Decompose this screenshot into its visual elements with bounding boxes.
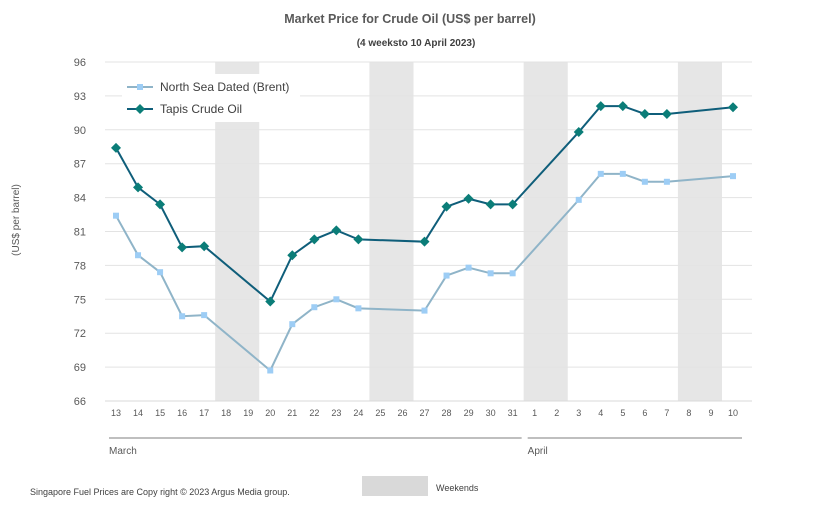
x-tick-label: 20 — [265, 408, 275, 418]
data-point-brent — [597, 170, 604, 177]
data-point-tapis — [617, 101, 628, 112]
data-point-brent — [333, 296, 340, 303]
data-point-tapis — [639, 108, 650, 119]
x-tick-label: 31 — [508, 408, 518, 418]
x-tick-label: 13 — [111, 408, 121, 418]
y-tick-label: 96 — [74, 57, 86, 69]
data-point-tapis — [111, 142, 121, 153]
x-tick-label: 19 — [243, 408, 253, 418]
x-tick-label: 29 — [464, 408, 474, 418]
x-tick-label: 4 — [598, 408, 603, 418]
x-tick-label: 14 — [133, 408, 143, 418]
data-point-tapis — [177, 242, 188, 253]
x-tick-label: 17 — [199, 408, 209, 418]
chart-subtitle: (4 weeksto 10 April 2023) — [357, 38, 476, 49]
y-tick-label: 90 — [74, 125, 86, 137]
x-tick-label: 28 — [442, 408, 452, 418]
data-point-tapis — [353, 234, 364, 245]
data-point-brent — [443, 272, 450, 279]
data-point-tapis — [485, 199, 496, 210]
data-point-brent — [311, 304, 318, 311]
x-tick-label: 30 — [486, 408, 496, 418]
data-point-brent — [641, 178, 648, 185]
y-tick-label: 87 — [74, 159, 86, 171]
data-point-brent — [157, 269, 164, 276]
data-point-brent — [355, 305, 362, 312]
data-point-brent — [730, 173, 736, 180]
data-point-brent — [421, 307, 428, 314]
x-tick-label: 22 — [309, 408, 319, 418]
data-point-tapis — [463, 193, 474, 204]
y-tick-label: 81 — [74, 227, 86, 239]
y-tick-label: 93 — [74, 91, 86, 103]
data-point-brent — [465, 264, 472, 271]
data-point-tapis — [331, 225, 342, 236]
x-tick-label: 5 — [620, 408, 625, 418]
data-point-tapis — [419, 236, 430, 247]
x-tick-label: 21 — [287, 408, 297, 418]
data-point-tapis — [441, 201, 452, 212]
data-point-brent — [289, 321, 296, 328]
x-tick-label: 9 — [708, 408, 713, 418]
month-label: April — [528, 446, 548, 457]
data-point-tapis — [287, 250, 298, 261]
data-point-brent — [509, 270, 516, 277]
weekends-legend-swatch — [362, 476, 428, 496]
series-line-brent — [115, 172, 734, 373]
x-tick-label: 8 — [686, 408, 691, 418]
y-tick-label: 69 — [74, 362, 86, 374]
data-point-brent — [201, 312, 208, 319]
legend: North Sea Dated (Brent) Tapis Crude Oil — [122, 74, 300, 122]
data-point-brent — [575, 196, 582, 203]
legend-tapis-label: Tapis Crude Oil — [160, 102, 242, 116]
x-tick-label: 1 — [532, 408, 537, 418]
month-label: March — [109, 446, 137, 457]
data-point-tapis — [309, 234, 320, 245]
x-tick-label: 25 — [375, 408, 385, 418]
data-point-tapis — [728, 102, 738, 113]
x-tick-label: 7 — [664, 408, 669, 418]
data-point-brent — [487, 270, 494, 277]
x-tick-label: 23 — [331, 408, 341, 418]
x-tick-label: 18 — [221, 408, 231, 418]
y-tick-label: 66 — [74, 396, 86, 408]
data-point-tapis — [265, 296, 276, 307]
data-point-brent — [267, 367, 274, 374]
x-tick-label: 3 — [576, 408, 581, 418]
data-point-brent — [663, 178, 670, 185]
y-axis-label: (US$ per barrel) — [11, 184, 22, 256]
data-point-brent — [619, 170, 626, 177]
data-point-brent — [179, 313, 186, 320]
y-tick-label: 84 — [74, 193, 86, 205]
data-point-tapis — [661, 108, 672, 119]
x-tick-label: 15 — [155, 408, 165, 418]
legend-brent-label: North Sea Dated (Brent) — [160, 80, 289, 94]
y-tick-label: 72 — [74, 328, 86, 340]
legend-tapis-marker — [135, 104, 145, 114]
data-point-brent — [113, 212, 119, 219]
data-point-tapis — [199, 241, 210, 252]
data-point-tapis — [507, 199, 518, 210]
chart-title: Market Price for Crude Oil (US$ per barr… — [284, 12, 535, 26]
x-tick-label: 27 — [419, 408, 429, 418]
y-tick-label: 75 — [74, 294, 86, 306]
y-tick-label: 78 — [74, 260, 86, 272]
x-tick-label: 16 — [177, 408, 187, 418]
data-point-tapis — [595, 101, 606, 112]
data-point-tapis — [155, 199, 166, 210]
series-line-tapis — [115, 105, 734, 304]
x-tick-label: 6 — [642, 408, 647, 418]
legend-brent-marker — [137, 84, 143, 90]
footer-copyright: Singapore Fuel Prices are Copy right © 2… — [30, 487, 290, 497]
x-tick-label: 10 — [728, 408, 738, 418]
weekends-legend-label: Weekends — [436, 483, 479, 493]
x-tick-label: 26 — [397, 408, 407, 418]
data-point-tapis — [133, 182, 144, 193]
data-point-brent — [135, 252, 142, 259]
x-tick-label: 2 — [554, 408, 559, 418]
x-tick-label: 24 — [353, 408, 363, 418]
data-point-tapis — [573, 127, 584, 138]
